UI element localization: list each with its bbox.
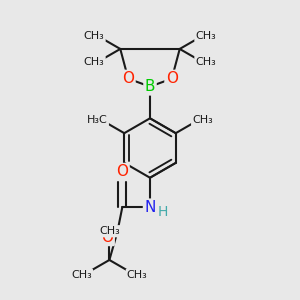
Text: O: O (122, 71, 134, 86)
Text: CH₃: CH₃ (84, 31, 105, 41)
Text: H: H (158, 206, 168, 219)
Text: N: N (144, 200, 156, 215)
Text: H₃C: H₃C (87, 115, 108, 125)
Text: CH₃: CH₃ (195, 31, 216, 41)
Text: CH₃: CH₃ (195, 57, 216, 67)
Text: CH₃: CH₃ (71, 270, 92, 280)
Text: CH₃: CH₃ (84, 57, 105, 67)
Text: B: B (145, 79, 155, 94)
Text: CH₃: CH₃ (127, 270, 148, 280)
Text: O: O (166, 71, 178, 86)
Text: CH₃: CH₃ (192, 115, 213, 125)
Text: O: O (101, 230, 113, 245)
Text: O: O (116, 164, 128, 179)
Text: CH₃: CH₃ (99, 226, 120, 236)
